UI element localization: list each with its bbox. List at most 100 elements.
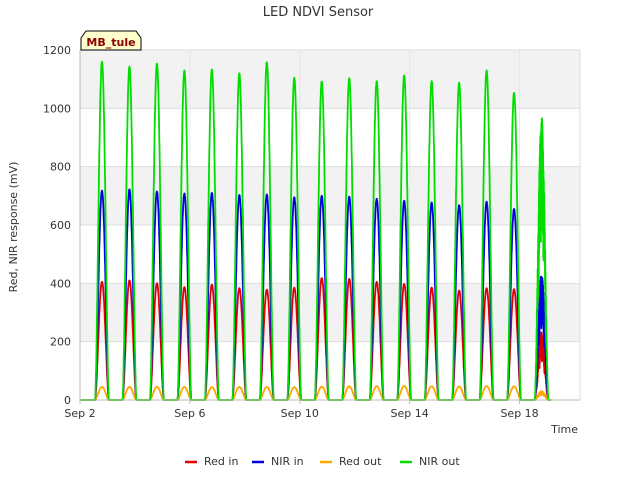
data-point [156, 283, 158, 285]
data-point [541, 272, 543, 274]
data-point [513, 385, 515, 387]
data-point [321, 386, 323, 388]
plot-band [80, 50, 580, 109]
data-point [211, 69, 213, 71]
x-axis-label: Time [550, 423, 578, 436]
data-point [101, 61, 103, 63]
data-point [431, 287, 433, 289]
data-point [458, 386, 460, 388]
data-point [541, 115, 543, 117]
data-point [129, 189, 131, 191]
data-point [431, 385, 433, 387]
data-point [376, 281, 378, 283]
plot-band [80, 166, 580, 225]
data-point [266, 194, 268, 196]
data-point [486, 287, 488, 289]
data-point [293, 386, 295, 388]
data-point [156, 191, 158, 193]
data-point [348, 385, 350, 387]
data-point [266, 61, 268, 63]
plot-band [80, 283, 580, 342]
data-point [101, 281, 103, 283]
data-point [431, 202, 433, 204]
legend: Red in NIR in Red out NIR out [185, 455, 460, 468]
data-point [431, 80, 433, 82]
legend-label: Red out [339, 455, 382, 468]
y-tick-label: 400 [50, 277, 71, 290]
legend-item-nir-out: NIR out [400, 455, 460, 468]
data-point [239, 194, 241, 196]
data-point [239, 287, 241, 289]
data-point [376, 385, 378, 387]
data-point [321, 81, 323, 83]
data-point [184, 286, 186, 288]
data-point [321, 195, 323, 197]
data-point [156, 386, 158, 388]
data-point [211, 192, 213, 194]
x-tick-label: Sep 10 [281, 407, 319, 420]
x-tick-label: Sep 6 [174, 407, 205, 420]
y-tick-label: 800 [50, 161, 71, 174]
data-point [403, 283, 405, 285]
data-point [211, 386, 213, 388]
data-point [486, 201, 488, 203]
x-tick-label: Sep 14 [391, 407, 429, 420]
data-point [513, 288, 515, 290]
site-label: MB_tule [86, 36, 135, 49]
legend-label: Red in [204, 455, 238, 468]
data-point [376, 198, 378, 200]
data-point [101, 190, 103, 192]
y-axis-ticks: 0 200 400 600 800 1000 1200 [43, 44, 71, 407]
data-point [266, 386, 268, 388]
data-point [513, 208, 515, 210]
data-point [184, 193, 186, 195]
data-point [266, 289, 268, 291]
data-point [458, 82, 460, 84]
data-point [293, 196, 295, 198]
data-point [403, 200, 405, 202]
data-point [348, 77, 350, 79]
data-point [513, 92, 515, 94]
data-point [129, 386, 131, 388]
y-tick-label: 0 [64, 394, 71, 407]
y-tick-label: 1000 [43, 102, 71, 115]
data-point [458, 204, 460, 206]
data-point [403, 385, 405, 387]
x-tick-label: Sep 2 [64, 407, 95, 420]
x-axis-ticks: Sep 2 Sep 6 Sep 10 Sep 14 Sep 18 [64, 400, 539, 420]
data-point [211, 284, 213, 286]
data-point [129, 280, 131, 282]
data-point [239, 386, 241, 388]
data-point [376, 80, 378, 82]
data-point [239, 73, 241, 75]
data-point [184, 386, 186, 388]
data-point [486, 385, 488, 387]
legend-label: NIR in [271, 455, 304, 468]
x-tick-label: Sep 18 [500, 407, 538, 420]
data-point [156, 63, 158, 65]
legend-label: NIR out [419, 455, 460, 468]
y-axis-label: Red, NIR response (mV) [7, 162, 20, 293]
data-point [321, 277, 323, 279]
legend-item-red-in: Red in [185, 455, 238, 468]
data-point [348, 196, 350, 198]
y-tick-label: 600 [50, 219, 71, 232]
data-point [129, 66, 131, 68]
y-tick-label: 1200 [43, 44, 71, 57]
data-point [541, 390, 543, 392]
site-label-badge: MB_tule [80, 30, 142, 51]
legend-item-nir-in: NIR in [252, 455, 304, 468]
data-point [348, 278, 350, 280]
data-point [403, 75, 405, 77]
data-point [293, 77, 295, 79]
data-point [458, 290, 460, 292]
axes [79, 49, 581, 401]
legend-item-red-out: Red out [320, 455, 382, 468]
y-tick-label: 200 [50, 336, 71, 349]
data-point [486, 70, 488, 72]
data-point [293, 287, 295, 289]
data-point [541, 331, 543, 333]
data-point [184, 70, 186, 72]
